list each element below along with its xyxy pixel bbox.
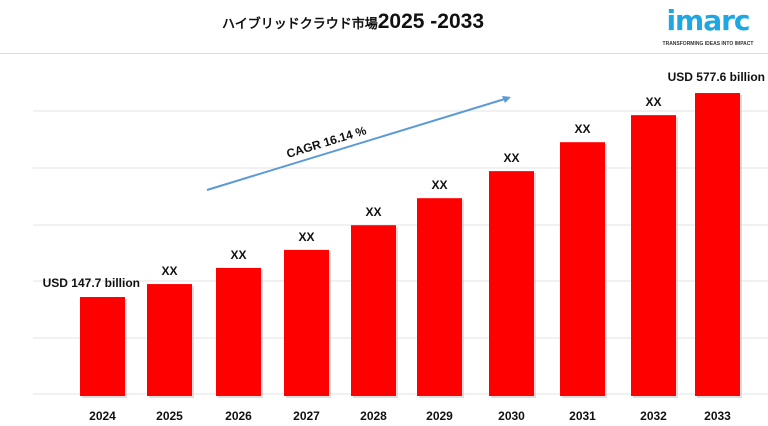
data-label-2028: XX (365, 205, 381, 219)
data-label-2032: XX (645, 95, 661, 109)
bar-2032 (631, 115, 676, 396)
bar-2033 (695, 93, 740, 396)
title-years: 2025 -2033 (377, 10, 485, 33)
bar-2025 (147, 284, 192, 396)
bar-2024 (80, 297, 125, 396)
x-tick-label: 2031 (569, 409, 596, 423)
chart-title: ハイブリッドクラウド市場2025 -2033 (222, 10, 484, 34)
x-tick-label: 2029 (426, 409, 453, 423)
title-text: ハイブリッドクラウド市場 (222, 17, 378, 32)
imarc-logo: imarc TRANSFORMING IDEAS INTO IMPACT (660, 4, 756, 48)
x-tick-label: 2027 (293, 409, 320, 423)
data-label-2025: XX (161, 264, 177, 278)
data-label-2024: USD 147.7 billion (43, 276, 140, 290)
cagr-arrow (206, 97, 509, 191)
bar-2026 (216, 267, 261, 396)
logo-wordmark: imarc (666, 4, 750, 37)
data-label-2033: USD 577.6 billion (668, 70, 765, 84)
logo-tagline: TRANSFORMING IDEAS INTO IMPACT (662, 41, 754, 47)
bar-2030 (489, 171, 534, 396)
data-label-2029: XX (431, 178, 447, 192)
data-label-2030: XX (503, 151, 519, 165)
cagr-label: CAGR 16.14 % (285, 123, 368, 161)
bar-2028 (351, 225, 396, 396)
x-tick-label: 2026 (225, 409, 252, 423)
x-tick-label: 2024 (89, 409, 116, 423)
bar-2027 (284, 249, 329, 396)
cagr-arrowhead-icon (502, 96, 511, 103)
x-tick-label: 2033 (704, 409, 731, 423)
bar-2031 (560, 142, 605, 396)
x-tick-label: 2032 (640, 409, 667, 423)
data-label-2027: XX (298, 230, 314, 244)
header-divider (0, 53, 768, 54)
x-tick-label: 2030 (498, 409, 525, 423)
x-tick-label: 2028 (360, 409, 387, 423)
data-label-2026: XX (230, 248, 246, 262)
data-label-2031: XX (574, 122, 590, 136)
bar-2029 (417, 198, 462, 396)
x-tick-label: 2025 (156, 409, 183, 423)
